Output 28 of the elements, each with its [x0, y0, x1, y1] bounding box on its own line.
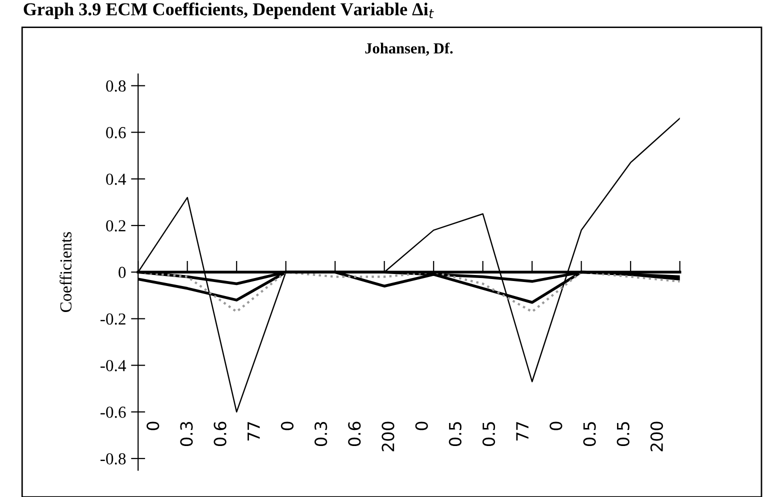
y-tick-label: -0.2 [100, 313, 126, 325]
annotation: 0.6 [214, 422, 226, 446]
y-tick-label: 0.6 [106, 127, 126, 138]
y-tick-label: -0.6 [100, 406, 126, 418]
annotation: 0.5 [448, 422, 462, 446]
annotation: 0 [415, 422, 428, 430]
annotation: 77 [248, 422, 260, 440]
annotation: 0 [280, 422, 294, 430]
annotation: 0.6 [348, 422, 361, 446]
y-tick-label: -0.4 [100, 360, 126, 372]
y-tick-label: 0.8 [106, 80, 126, 92]
y-tick-label: 0.2 [106, 220, 126, 232]
chart-subtitle: Johansen, Df. [365, 42, 453, 56]
annotation: 77 [516, 422, 528, 440]
y-tick-label: 0 [118, 266, 126, 278]
y-tick-label: 0.4 [106, 174, 126, 185]
annotation: 0.5 [482, 422, 496, 446]
annotation: 0 [550, 422, 562, 430]
annotation: 0 [146, 422, 160, 430]
annotation: 0.3 [180, 422, 193, 446]
annotation: 0.3 [314, 422, 328, 446]
chart-title: Graph 3.9 ECM Coefficients, Dependent Variable Δi$_{t}$ [24, 2, 434, 20]
annotation: 0.5 [616, 422, 630, 446]
y-tick-label: -0.8 [100, 453, 126, 465]
y-axis-title: Coefficients [60, 232, 72, 312]
annotation: 200 [650, 422, 663, 452]
annotation: 0.5 [583, 422, 596, 446]
annotation: 200 [382, 422, 394, 452]
